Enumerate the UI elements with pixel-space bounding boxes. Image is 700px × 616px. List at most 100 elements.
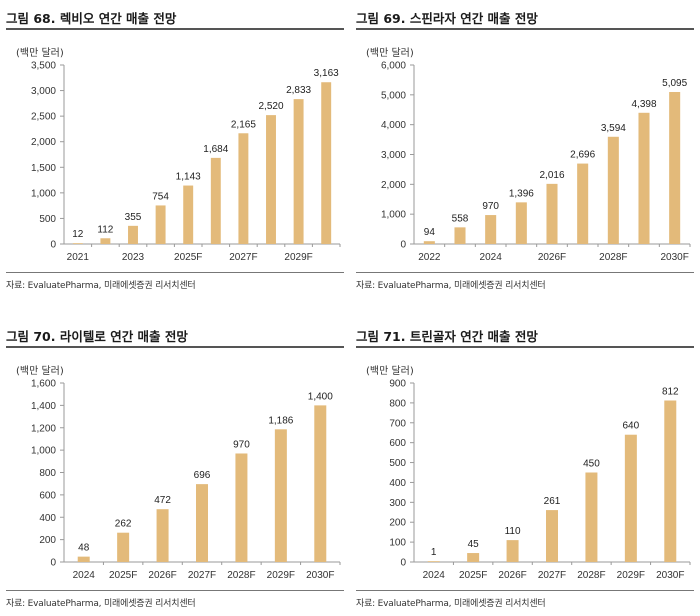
bar bbox=[546, 183, 558, 244]
chart-panel-70: 그림 70. 라이텔로 연간 매출 전망 (백만 달러) 0 200 400 600 8… bbox=[6, 318, 344, 616]
y-tick-label: 900 bbox=[389, 379, 406, 390]
data-label: 1,186 bbox=[268, 415, 293, 426]
bar bbox=[577, 163, 589, 244]
bar bbox=[77, 556, 90, 562]
y-tick-label: 600 bbox=[389, 438, 406, 449]
data-label: 5,095 bbox=[662, 78, 687, 89]
data-label: 2,696 bbox=[570, 150, 595, 161]
data-label: 45 bbox=[468, 539, 480, 550]
y-tick-label: 800 bbox=[389, 398, 406, 409]
data-label: 94 bbox=[424, 227, 436, 238]
unit-label: (백만 달러) bbox=[16, 48, 64, 59]
data-label: 1,684 bbox=[203, 144, 228, 155]
data-label: 4,398 bbox=[631, 99, 656, 110]
bar bbox=[72, 243, 83, 244]
data-label: 3,594 bbox=[601, 123, 626, 134]
bar bbox=[624, 434, 637, 562]
x-tick-label: 2028F bbox=[599, 252, 627, 263]
y-tick-label: 800 bbox=[39, 468, 56, 479]
x-tick-label: 2021 bbox=[67, 252, 90, 263]
x-tick-label: 2023 bbox=[122, 252, 145, 263]
y-tick-label: 1,000 bbox=[381, 210, 406, 221]
x-tick-label: 2022 bbox=[418, 252, 441, 263]
title-rule bbox=[6, 346, 344, 348]
data-label: 696 bbox=[194, 470, 211, 481]
x-tick-label: 2027F bbox=[538, 570, 566, 581]
x-tick-label: 2030F bbox=[660, 252, 688, 263]
chart-panel-71: 그림 71. 트린골자 연간 매출 전망 (백만 달러) 0 100 200 300 4… bbox=[356, 318, 694, 616]
bar bbox=[196, 484, 208, 562]
y-tick-label: 200 bbox=[39, 535, 56, 546]
bar-chart-71: 0 100 200 300 400 500 600 700 800 900 1 2024 45 2025F… bbox=[389, 379, 691, 581]
data-label: 12 bbox=[72, 229, 84, 240]
y-tick-label: 500 bbox=[39, 214, 56, 225]
y-tick-label: 1,500 bbox=[31, 163, 56, 174]
x-tick-label: 2024 bbox=[480, 252, 503, 263]
x-tick-label: 2025F bbox=[109, 570, 137, 581]
bar bbox=[546, 510, 558, 562]
bar bbox=[210, 157, 221, 244]
data-label: 472 bbox=[154, 495, 171, 506]
y-tick-label: 3,500 bbox=[31, 61, 56, 72]
data-label: 48 bbox=[78, 543, 90, 554]
chart-title: 그림 71. 트린골자 연간 매출 전망 bbox=[356, 329, 538, 344]
bar bbox=[506, 540, 519, 562]
bar bbox=[155, 205, 166, 244]
bar bbox=[321, 82, 332, 245]
bar-chart-69: 0 1,000 2,000 3,000 4,000 5,000 6,000 94 2022 558… bbox=[381, 61, 691, 263]
y-tick-label: 0 bbox=[400, 240, 406, 251]
bar bbox=[427, 561, 440, 562]
y-tick-label: 6,000 bbox=[381, 61, 406, 72]
data-label: 970 bbox=[482, 201, 499, 212]
chart-title: 그림 69. 스핀라자 연간 매출 전망 bbox=[356, 11, 538, 26]
source-rule bbox=[356, 590, 694, 591]
y-tick-label: 0 bbox=[400, 558, 406, 569]
x-tick-label: 2028F bbox=[227, 570, 255, 581]
unit-label: (백만 달러) bbox=[16, 366, 64, 377]
source-rule bbox=[6, 272, 344, 273]
x-tick-label: 2029F bbox=[267, 570, 295, 581]
data-label: 1,396 bbox=[509, 188, 534, 199]
x-tick-label: 2026F bbox=[498, 570, 526, 581]
bar bbox=[485, 215, 497, 244]
y-tick-label: 0 bbox=[50, 558, 56, 569]
x-tick-label: 2030F bbox=[306, 570, 334, 581]
chart-panel-68: 그림 68. 렉비오 연간 매출 전망 (백만 달러) 0 500 1,000 1,5… bbox=[6, 0, 344, 298]
x-tick-label: 2025F bbox=[459, 570, 487, 581]
y-tick-label: 3,000 bbox=[31, 86, 56, 97]
bar bbox=[585, 472, 598, 562]
bar bbox=[669, 91, 681, 244]
y-tick-label: 1,000 bbox=[31, 446, 56, 457]
bar bbox=[235, 453, 248, 562]
data-label: 2,833 bbox=[286, 85, 311, 96]
bar bbox=[100, 238, 111, 244]
bar bbox=[454, 227, 466, 244]
y-tick-label: 400 bbox=[39, 513, 56, 524]
x-tick-label: 2026F bbox=[538, 252, 566, 263]
data-label: 640 bbox=[623, 421, 640, 432]
data-label: 110 bbox=[505, 526, 521, 537]
y-tick-label: 3,000 bbox=[381, 150, 406, 161]
unit-label: (백만 달러) bbox=[366, 48, 414, 59]
y-tick-label: 400 bbox=[389, 478, 406, 489]
bar-chart-68: 0 500 1,000 1,500 2,000 2,500 3,000 3,500 12 2021… bbox=[31, 61, 341, 263]
y-tick-label: 600 bbox=[39, 490, 56, 501]
x-tick-label: 2027F bbox=[188, 570, 216, 581]
data-label: 970 bbox=[233, 439, 250, 450]
y-tick-label: 200 bbox=[389, 518, 406, 529]
source-note: 자료: EvaluatePharma, 미래에셋증권 리서치센터 bbox=[356, 281, 546, 291]
x-tick-label: 2027F bbox=[229, 252, 257, 263]
data-label: 2,165 bbox=[231, 119, 256, 130]
bar bbox=[638, 112, 650, 244]
y-tick-label: 0 bbox=[50, 240, 56, 251]
source-note: 자료: EvaluatePharma, 미래에셋증권 리서치센터 bbox=[356, 599, 546, 609]
bar bbox=[423, 241, 435, 244]
y-tick-label: 1,200 bbox=[31, 423, 56, 434]
data-label: 3,163 bbox=[314, 68, 339, 79]
unit-label: (백만 달러) bbox=[366, 366, 414, 377]
data-label: 754 bbox=[152, 191, 169, 202]
bar bbox=[266, 115, 276, 244]
title-rule bbox=[356, 28, 694, 30]
data-label: 1,400 bbox=[308, 391, 333, 402]
bar bbox=[156, 509, 169, 562]
